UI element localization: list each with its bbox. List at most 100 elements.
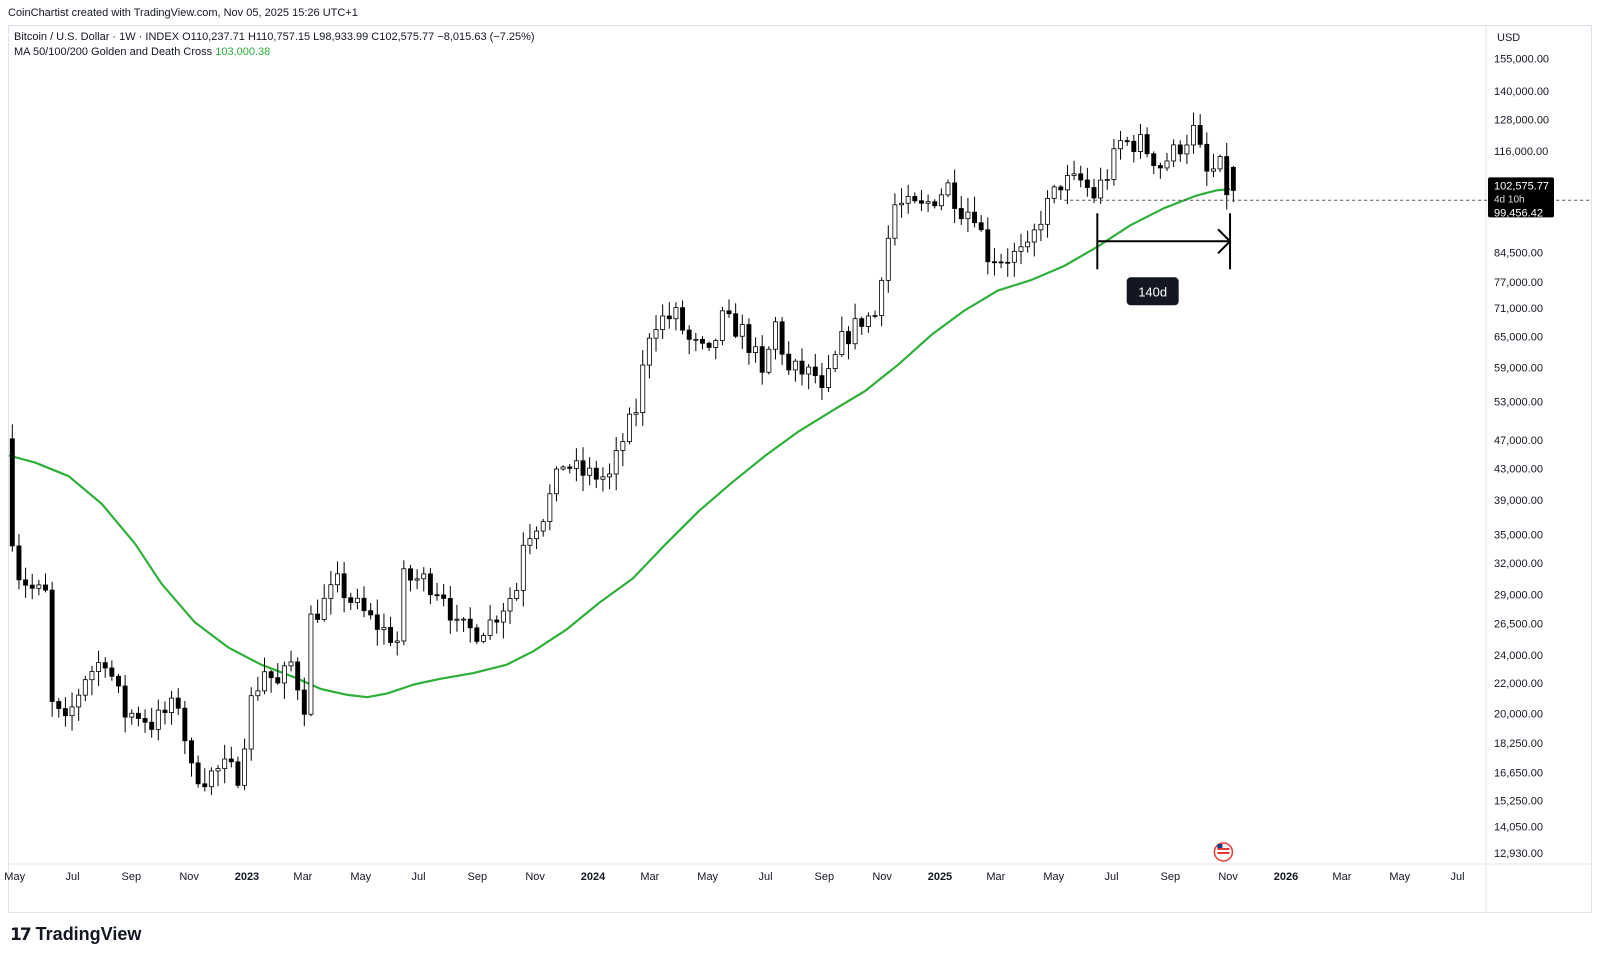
candle-body bbox=[308, 613, 314, 715]
candle-body bbox=[155, 709, 161, 730]
x-tick-label: Sep bbox=[122, 871, 142, 883]
candle-body bbox=[1084, 179, 1090, 188]
candle-body bbox=[195, 762, 201, 785]
last-price-tag bbox=[1488, 177, 1554, 218]
candle-body bbox=[779, 321, 785, 355]
us-flag-stripe bbox=[1217, 848, 1230, 850]
x-tick-label: Jul bbox=[1451, 871, 1465, 883]
candle-body bbox=[1171, 144, 1177, 162]
x-tick-label: Nov bbox=[179, 871, 199, 883]
candle-body bbox=[23, 579, 29, 586]
x-tick-label: 2024 bbox=[581, 871, 606, 883]
y-tick-label: 84,500.00 bbox=[1494, 247, 1543, 259]
candle-body bbox=[82, 679, 88, 696]
candle-body bbox=[1078, 173, 1084, 181]
candle-body bbox=[613, 450, 619, 475]
candle-body bbox=[1224, 156, 1230, 196]
candle-body bbox=[481, 635, 486, 642]
candle-body bbox=[288, 661, 294, 667]
candle-body bbox=[912, 196, 918, 202]
candle-body bbox=[991, 261, 997, 264]
candle-body bbox=[1018, 246, 1024, 252]
candle-body bbox=[514, 590, 520, 599]
candle-body bbox=[1204, 143, 1210, 172]
candle-body bbox=[952, 182, 958, 209]
candle-body bbox=[633, 412, 639, 415]
x-tick-label: May bbox=[1043, 871, 1064, 883]
candle-body bbox=[706, 342, 712, 348]
candle-body bbox=[295, 661, 301, 691]
candle-body bbox=[62, 708, 68, 717]
candle-body bbox=[1118, 140, 1123, 150]
candle-body bbox=[361, 597, 367, 612]
candle-body bbox=[374, 614, 380, 630]
tradingview-logo-icon: 17 bbox=[10, 924, 32, 945]
axes-layer: USD 155,000.00 140,000.00 128,000.00 116,000… bbox=[4, 32, 1549, 883]
candle-body bbox=[919, 200, 924, 204]
candle-body bbox=[434, 594, 440, 597]
candle-body bbox=[354, 597, 360, 603]
x-tick-label: Jul bbox=[758, 871, 772, 883]
candle-body bbox=[1157, 165, 1163, 169]
candle-body bbox=[1031, 229, 1037, 243]
candle-body bbox=[958, 208, 964, 220]
y-tick-label: 14,050.00 bbox=[1494, 822, 1543, 834]
candle-body bbox=[879, 279, 885, 316]
x-tick-label: Sep bbox=[468, 871, 488, 883]
candle-body bbox=[268, 671, 274, 679]
candle-body bbox=[1098, 179, 1104, 199]
candle-body bbox=[540, 521, 546, 532]
candle-body bbox=[1144, 134, 1150, 155]
y-tick-label: 20,000.00 bbox=[1494, 709, 1543, 721]
x-tick-label: Mar bbox=[986, 871, 1005, 883]
candle-body bbox=[753, 346, 759, 353]
x-tick-label: Sep bbox=[814, 871, 834, 883]
y-tick-label: 15,250.00 bbox=[1494, 795, 1543, 807]
candle-body bbox=[175, 697, 181, 709]
candle-body bbox=[680, 307, 686, 331]
candle-body bbox=[408, 568, 413, 581]
candle-body bbox=[965, 211, 971, 220]
x-tick-label: Nov bbox=[872, 871, 892, 883]
candle-body bbox=[394, 640, 400, 643]
candle-body bbox=[1038, 223, 1044, 231]
candle-body bbox=[998, 261, 1004, 264]
candle-body bbox=[335, 573, 340, 586]
candle-body bbox=[892, 204, 898, 239]
y-tick-label: 16,650.00 bbox=[1494, 767, 1543, 779]
candle-body bbox=[1005, 261, 1011, 264]
candle-body bbox=[182, 707, 188, 742]
last-price-label: 102,575.77 bbox=[1494, 180, 1549, 192]
y-tick-label: 116,000.00 bbox=[1494, 146, 1548, 158]
candle-body bbox=[786, 353, 792, 371]
candle-body bbox=[255, 690, 261, 697]
x-tick-label: May bbox=[4, 871, 25, 883]
candle-body bbox=[69, 706, 75, 717]
y-tick-label: 140,000.00 bbox=[1494, 86, 1549, 98]
candle-body bbox=[414, 578, 420, 581]
ma-legend-value: 103,000.38 bbox=[215, 46, 271, 58]
ma-legend-line[interactable]: MA 50/100/200 Golden and Death Cross 103… bbox=[14, 45, 535, 60]
candle-body bbox=[29, 584, 35, 589]
candle-body bbox=[16, 545, 22, 581]
candle-body bbox=[713, 340, 719, 348]
candle-body bbox=[1045, 198, 1051, 225]
y-tick-label: 59,000.00 bbox=[1494, 362, 1543, 374]
tradingview-logo[interactable]: 17 TradingView bbox=[10, 924, 141, 945]
x-tick-label: 2023 bbox=[235, 871, 259, 883]
chart-frame bbox=[8, 25, 1592, 913]
candle-body bbox=[202, 783, 208, 788]
candle-body bbox=[1131, 140, 1137, 152]
y-tick-label: 128,000.00 bbox=[1494, 115, 1549, 127]
y-tick-label: 29,000.00 bbox=[1494, 590, 1543, 602]
y-tick-label: 53,000.00 bbox=[1494, 397, 1543, 409]
y-tick-label: 155,000.00 bbox=[1494, 53, 1549, 65]
candle-body bbox=[494, 619, 500, 623]
candle-body bbox=[885, 237, 891, 281]
measure-arrowhead bbox=[1217, 228, 1232, 254]
chart-legend: Bitcoin / U.S. Dollar · 1W · INDEX O110,… bbox=[14, 30, 535, 60]
candle-body bbox=[554, 468, 559, 495]
candle-body bbox=[235, 761, 241, 786]
y-tick-label: 26,500.00 bbox=[1494, 619, 1543, 631]
